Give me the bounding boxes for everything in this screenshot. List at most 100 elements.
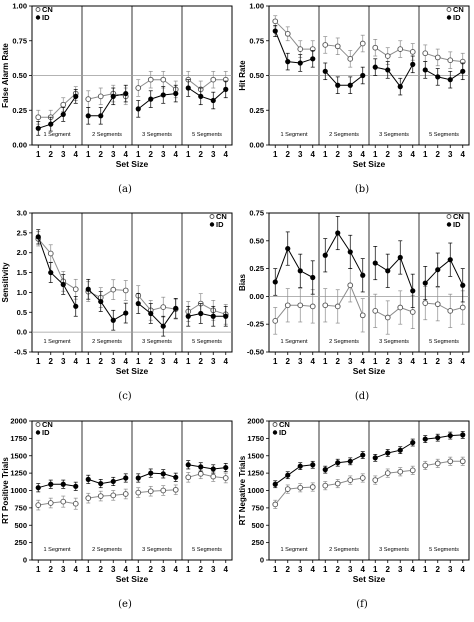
series-line xyxy=(38,473,226,506)
data-point-id xyxy=(297,463,303,469)
data-point-cn xyxy=(35,502,42,508)
data-point-cn xyxy=(197,470,204,477)
legend-label: ID xyxy=(453,13,461,22)
series-line xyxy=(38,79,226,118)
segment-label: 5 Segments xyxy=(429,339,459,345)
segment-label: 2 Segments xyxy=(92,132,122,138)
series-line xyxy=(274,20,463,63)
data-point-id xyxy=(360,72,366,79)
x-tick-label: 1 xyxy=(423,150,428,159)
legend-label: ID xyxy=(42,428,50,437)
data-point-id xyxy=(198,464,204,470)
legend-label: CN xyxy=(42,420,53,429)
y-tick-label: 0.0 xyxy=(17,328,27,337)
data-point-cn xyxy=(210,76,217,83)
data-point-id xyxy=(210,97,216,104)
x-tick-label: 1 xyxy=(323,357,328,366)
data-point-cn xyxy=(459,458,466,465)
x-tick-label: 2 xyxy=(336,565,341,574)
data-point-cn xyxy=(210,473,217,480)
x-tick-label: 3 xyxy=(211,150,216,159)
x-tick-label: 3 xyxy=(111,150,116,159)
data-point-id xyxy=(48,121,54,127)
x-axis-label: Set Size xyxy=(116,159,149,169)
y-tick-label: 1.5 xyxy=(17,268,27,277)
data-point-id xyxy=(160,92,166,98)
data-point-cn xyxy=(297,302,304,309)
y-axis-label: Bias xyxy=(238,274,247,291)
y-tick-label: 750 xyxy=(14,503,27,512)
data-point-id xyxy=(435,74,441,80)
segment-label: 5 Segments xyxy=(192,132,222,138)
data-point-cn xyxy=(409,309,416,315)
data-point-id xyxy=(360,452,366,458)
data-point-id xyxy=(148,470,154,476)
data-point-cn xyxy=(272,18,279,25)
data-point-id xyxy=(73,303,79,309)
data-point-cn xyxy=(372,308,379,314)
data-point-id xyxy=(435,267,441,273)
x-tick-label: 4 xyxy=(461,357,466,366)
data-point-id xyxy=(272,28,278,34)
y-tick-label: 0.75 xyxy=(249,36,264,45)
data-point-cn xyxy=(160,76,167,83)
x-tick-label: 3 xyxy=(348,565,353,574)
data-point-cn xyxy=(172,486,179,493)
data-point-id xyxy=(85,476,91,482)
legend-marker-id xyxy=(272,430,278,435)
data-point-id xyxy=(98,113,104,119)
data-point-cn xyxy=(359,40,366,47)
data-point-cn xyxy=(372,477,379,483)
y-tick-label: 0.25 xyxy=(249,264,264,273)
data-point-cn xyxy=(35,114,42,121)
x-tick-label: 3 xyxy=(398,357,403,366)
series-line xyxy=(38,87,227,129)
data-point-cn xyxy=(297,46,304,52)
data-point-cn xyxy=(97,93,104,100)
x-tick-label: 1 xyxy=(273,565,278,574)
y-tick-label: 1000 xyxy=(247,486,264,495)
x-tick-label: 1 xyxy=(36,565,41,574)
x-tick-label: 2 xyxy=(386,357,391,366)
data-point-id xyxy=(322,252,328,258)
x-tick-label: 4 xyxy=(74,565,79,574)
x-axis-label: Set Size xyxy=(353,159,386,169)
data-point-id xyxy=(272,279,278,285)
data-point-id xyxy=(223,86,229,92)
data-point-cn xyxy=(47,250,54,257)
data-point-cn xyxy=(322,302,329,309)
x-tick-label: 3 xyxy=(348,357,353,366)
data-point-cn xyxy=(397,304,404,311)
y-tick-label: 1750 xyxy=(247,434,264,443)
data-point-cn xyxy=(334,480,341,487)
data-point-id xyxy=(385,450,391,456)
x-tick-label: 3 xyxy=(398,150,403,159)
data-point-cn xyxy=(347,282,354,289)
segment-label: 2 Segments xyxy=(92,339,122,345)
data-point-id xyxy=(385,67,391,73)
x-tick-label: 4 xyxy=(311,150,316,159)
x-tick-label: 4 xyxy=(411,150,416,159)
data-point-id xyxy=(223,464,229,471)
y-tick-label: 0.25 xyxy=(12,106,27,115)
y-tick-label: 2000 xyxy=(247,417,264,426)
segment-label: 5 Segments xyxy=(192,547,222,553)
x-tick-label: 4 xyxy=(361,357,366,366)
segment-label: 1 Segment xyxy=(43,339,70,345)
data-point-id xyxy=(148,310,154,317)
x-tick-label: 2 xyxy=(199,357,204,366)
y-tick-label: 250 xyxy=(14,538,27,547)
chart-panel-4: 0 250 500 750 1000 1250 1500 1750 2000 RT Positiv… xyxy=(1,417,233,610)
x-tick-label: 4 xyxy=(124,565,129,574)
data-point-id xyxy=(397,447,403,453)
x-tick-label: 1 xyxy=(86,565,91,574)
data-point-cn xyxy=(135,85,142,91)
x-tick-label: 2 xyxy=(436,150,441,159)
data-point-id xyxy=(272,481,278,487)
x-tick-label: 4 xyxy=(224,565,229,574)
data-point-cn xyxy=(434,54,441,61)
x-tick-label: 1 xyxy=(136,565,141,574)
